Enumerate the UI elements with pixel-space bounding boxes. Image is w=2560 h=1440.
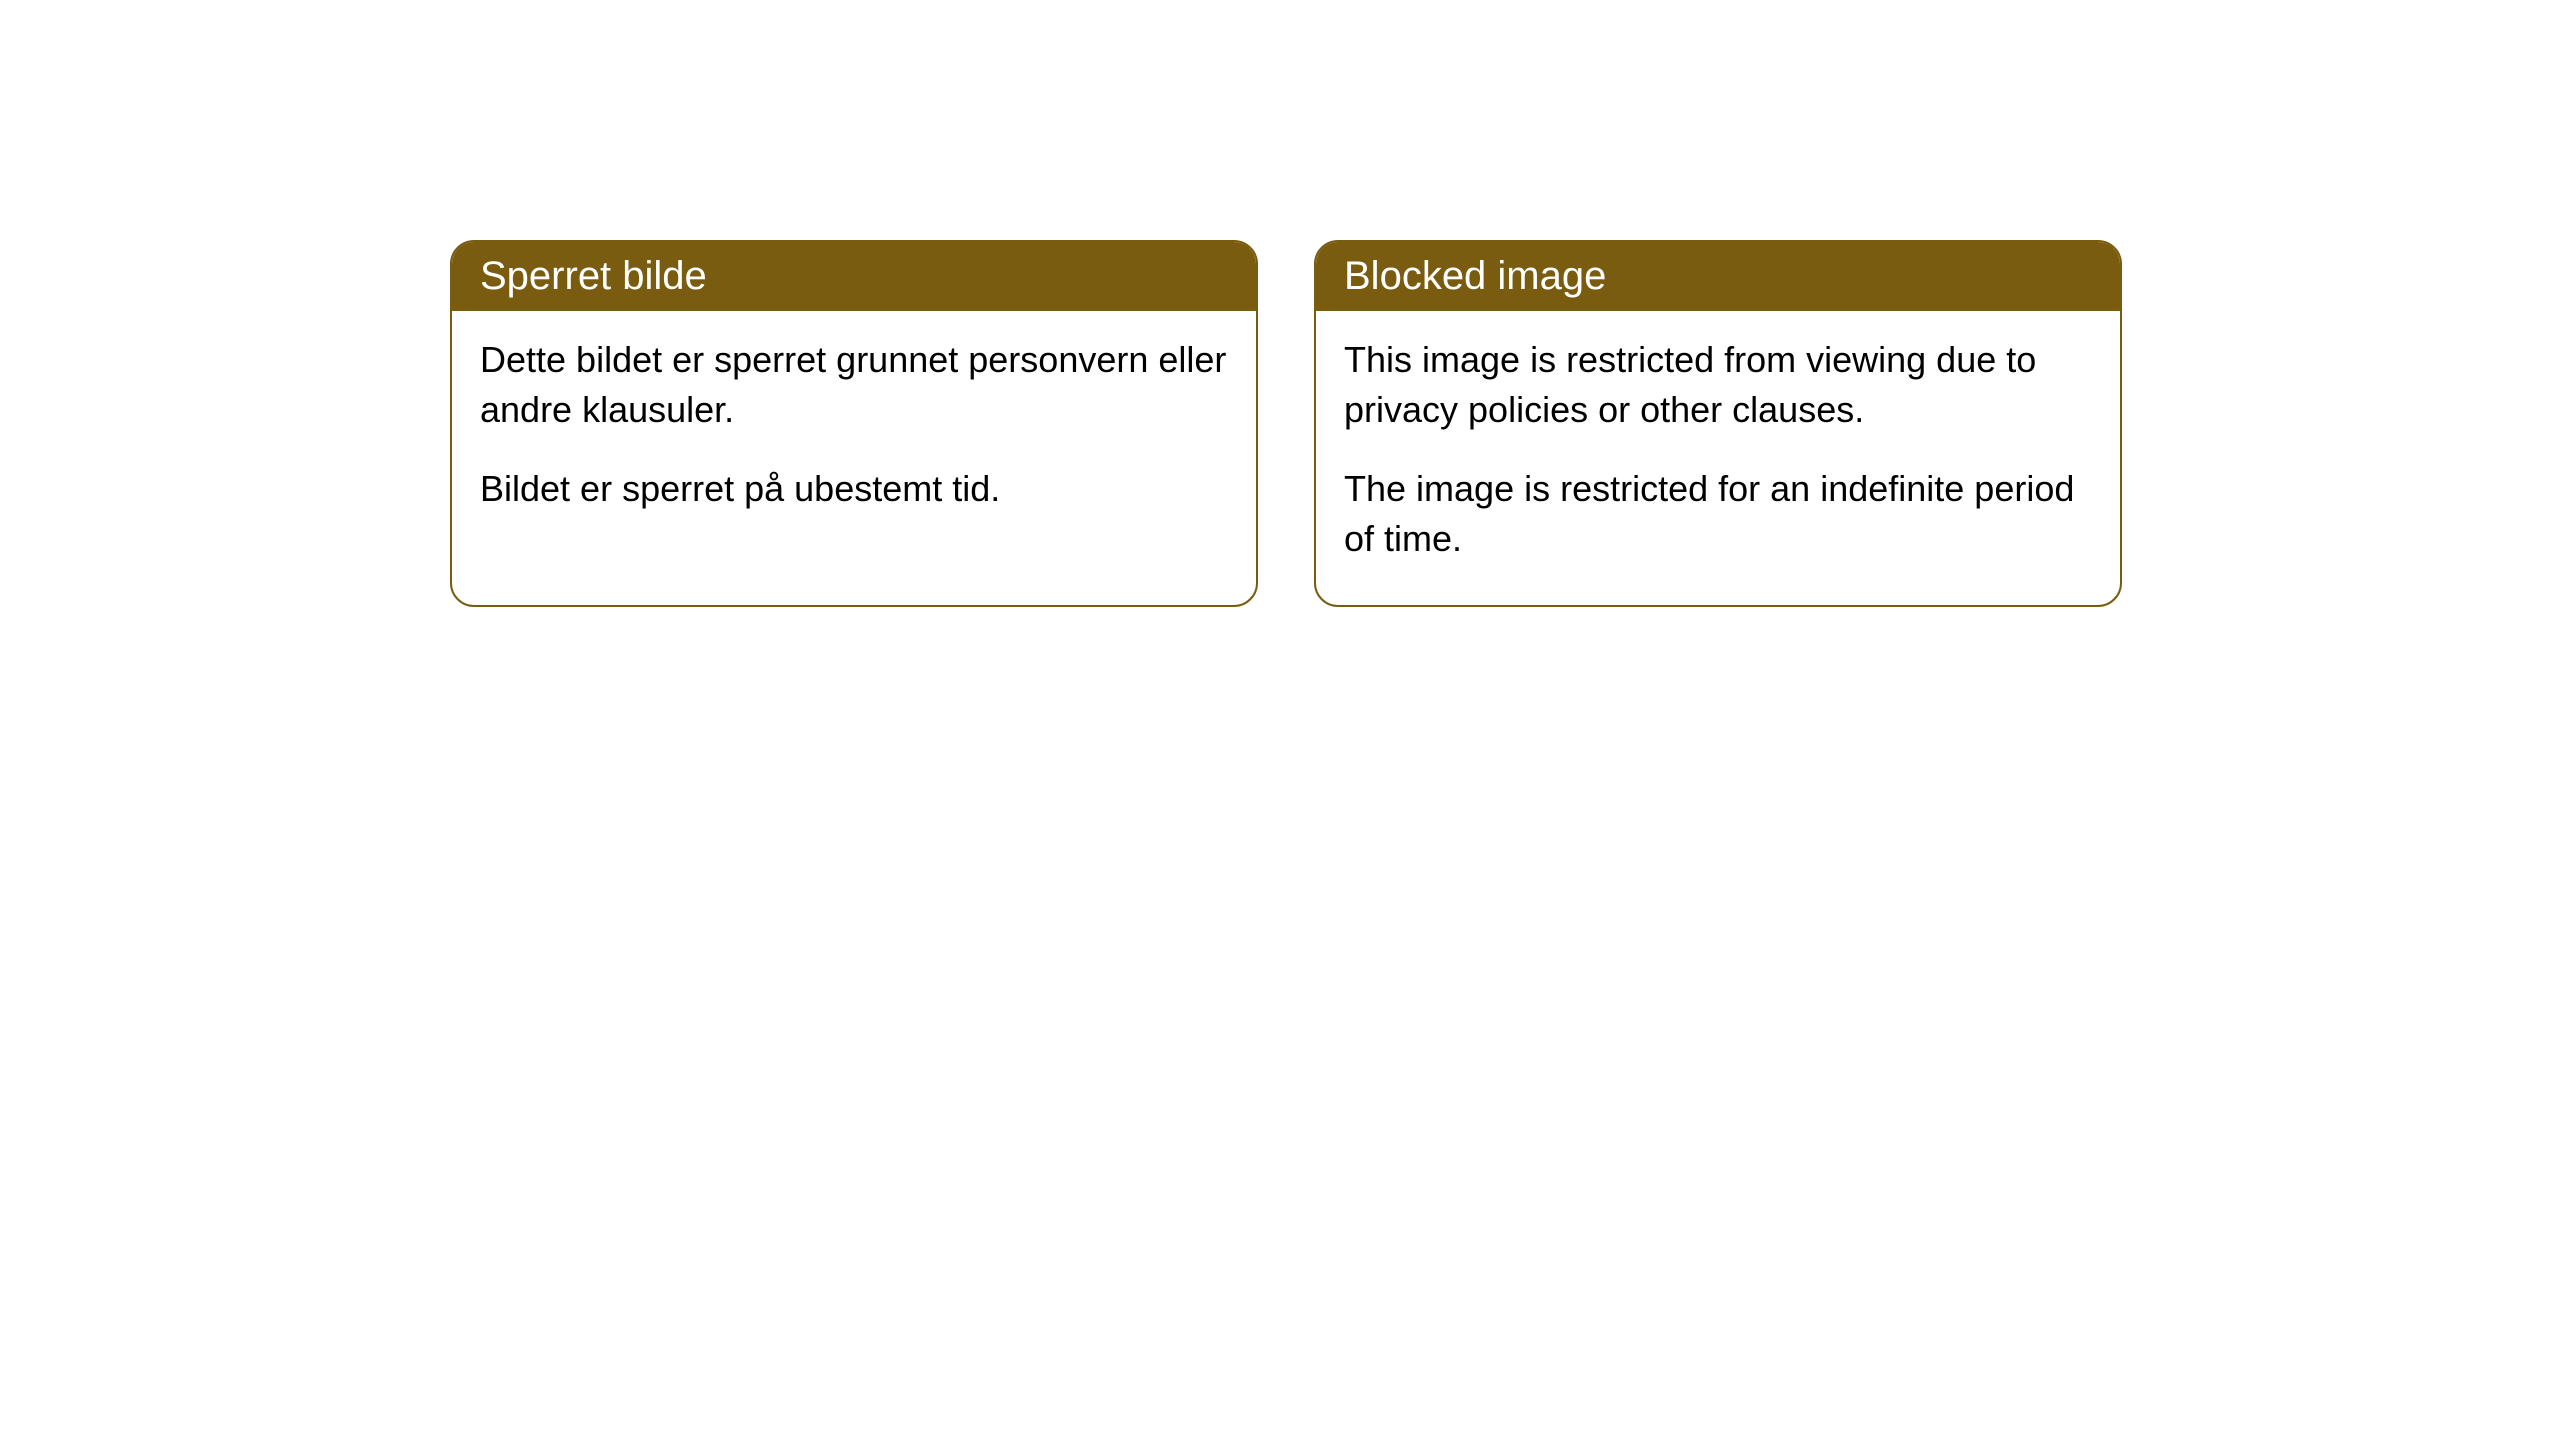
card-body: Dette bildet er sperret grunnet personve… bbox=[452, 311, 1256, 554]
card-header: Sperret bilde bbox=[452, 242, 1256, 311]
notice-paragraph: The image is restricted for an indefinit… bbox=[1344, 464, 2092, 565]
notice-paragraph: Bildet er sperret på ubestemt tid. bbox=[480, 464, 1228, 514]
notice-paragraph: Dette bildet er sperret grunnet personve… bbox=[480, 335, 1228, 436]
notice-card-norwegian: Sperret bilde Dette bildet er sperret gr… bbox=[450, 240, 1258, 607]
card-header: Blocked image bbox=[1316, 242, 2120, 311]
notice-container: Sperret bilde Dette bildet er sperret gr… bbox=[0, 0, 2560, 607]
notice-card-english: Blocked image This image is restricted f… bbox=[1314, 240, 2122, 607]
notice-paragraph: This image is restricted from viewing du… bbox=[1344, 335, 2092, 436]
card-body: This image is restricted from viewing du… bbox=[1316, 311, 2120, 605]
